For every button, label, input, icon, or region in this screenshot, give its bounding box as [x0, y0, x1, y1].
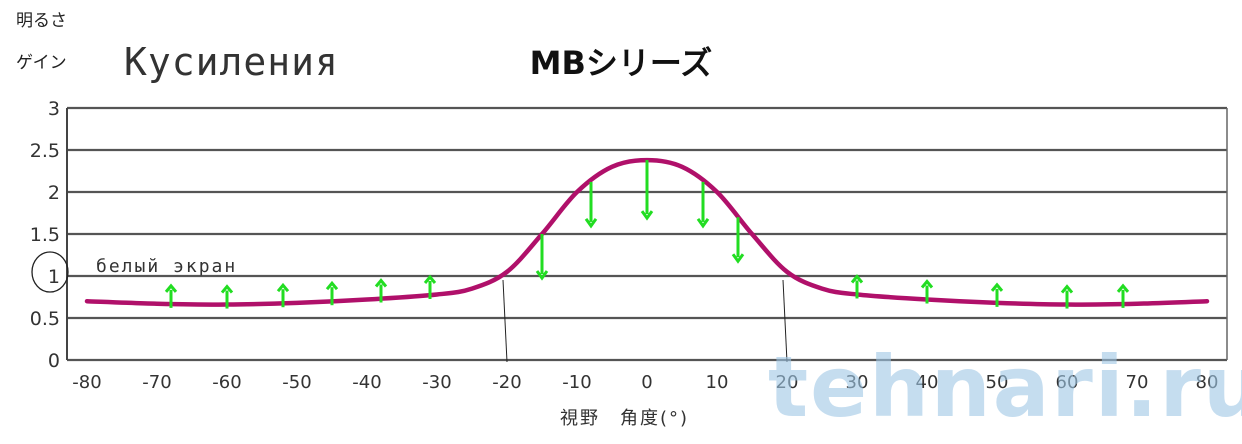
- arrow-head: [584, 218, 598, 229]
- x-tick-label: 50: [986, 372, 1009, 393]
- arrow-head: [374, 278, 388, 288]
- x-axis-label: 視野 角度(°): [560, 408, 690, 429]
- y-tick-label: 1.5: [30, 224, 60, 246]
- y-axis-label-line1: 明るさ: [16, 11, 67, 31]
- arrow-up: [990, 282, 1004, 307]
- x-tick-label: -30: [422, 372, 451, 393]
- arrow-up: [164, 283, 178, 308]
- arrow-head: [423, 274, 437, 284]
- arrow-head: [696, 218, 710, 229]
- marker-line: [502, 279, 508, 363]
- arrow-down: [696, 181, 710, 229]
- x-tick-label: -60: [212, 372, 241, 393]
- x-tick-label: -70: [142, 372, 171, 393]
- x-tick-labels: -80 -70 -60 -50 -40 -30 -20 -10 0 10 20 30 40 50 60 70 8…: [72, 372, 1218, 393]
- x-tick-label: 20: [776, 372, 799, 393]
- x-tick-label: -50: [282, 372, 311, 393]
- arrow-up: [276, 282, 290, 308]
- arrow-head: [220, 284, 234, 294]
- arrow-head: [920, 279, 934, 289]
- arrow-head: [731, 253, 745, 264]
- arrow-up: [220, 284, 234, 309]
- annotation-arrows: [164, 160, 1130, 309]
- arrow-down: [535, 234, 549, 281]
- x-tick-label: -80: [72, 372, 101, 393]
- y-tick-label: 2: [48, 182, 60, 204]
- y-tick-label: 3: [48, 98, 60, 120]
- chart-title: MBシリーズ: [529, 44, 713, 82]
- x-tick-label: 10: [706, 372, 729, 393]
- arrow-head: [276, 282, 290, 293]
- handwritten-label: белый экран: [96, 256, 238, 277]
- y-tick-labels: 0 0.5 1 1.5 2 2.5 3: [30, 98, 60, 372]
- x-tick-label: -40: [352, 372, 381, 393]
- x-tick-label: 60: [1056, 372, 1079, 393]
- marker-lines: [502, 279, 788, 363]
- x-tick-label: 80: [1196, 372, 1219, 393]
- x-tick-label: 70: [1126, 372, 1149, 393]
- highlight-circle: [31, 251, 69, 293]
- marker-line: [782, 279, 788, 363]
- arrow-up: [374, 278, 388, 303]
- grid-lines: [67, 106, 1227, 362]
- y-tick-label: 0: [48, 350, 60, 372]
- arrow-head: [850, 274, 864, 284]
- x-tick-label: 0: [641, 372, 652, 393]
- arrow-up: [325, 280, 339, 306]
- arrow-up: [1060, 284, 1074, 309]
- watermark: tehnari.ru: [768, 338, 1242, 436]
- arrow-up: [850, 274, 864, 299]
- arrow-head: [325, 280, 339, 291]
- arrow-down: [731, 217, 745, 264]
- arrow-head: [990, 282, 1004, 292]
- x-tick-label: -20: [492, 372, 521, 393]
- y-tick-label: 2.5: [30, 140, 60, 162]
- y-tick-label: 0.5: [30, 308, 60, 330]
- arrow-down: [640, 160, 654, 221]
- arrow-up: [423, 274, 437, 299]
- arrow-up: [1116, 283, 1130, 308]
- arrow-up: [920, 279, 934, 304]
- x-tick-label: -10: [562, 372, 591, 393]
- x-tick-label: 40: [916, 372, 939, 393]
- arrow-head: [640, 210, 654, 221]
- y-tick-label: 1: [48, 266, 60, 288]
- arrow-head: [164, 283, 178, 293]
- y-axis-label-line2: ゲイン: [16, 53, 67, 73]
- x-tick-label: 30: [846, 372, 869, 393]
- axes: [66, 108, 1228, 360]
- arrow-down: [584, 181, 598, 229]
- arrow-head: [535, 270, 549, 281]
- handwritten-title: Кусиления: [124, 40, 339, 84]
- arrow-head: [1116, 283, 1130, 293]
- arrow-head: [1060, 284, 1074, 294]
